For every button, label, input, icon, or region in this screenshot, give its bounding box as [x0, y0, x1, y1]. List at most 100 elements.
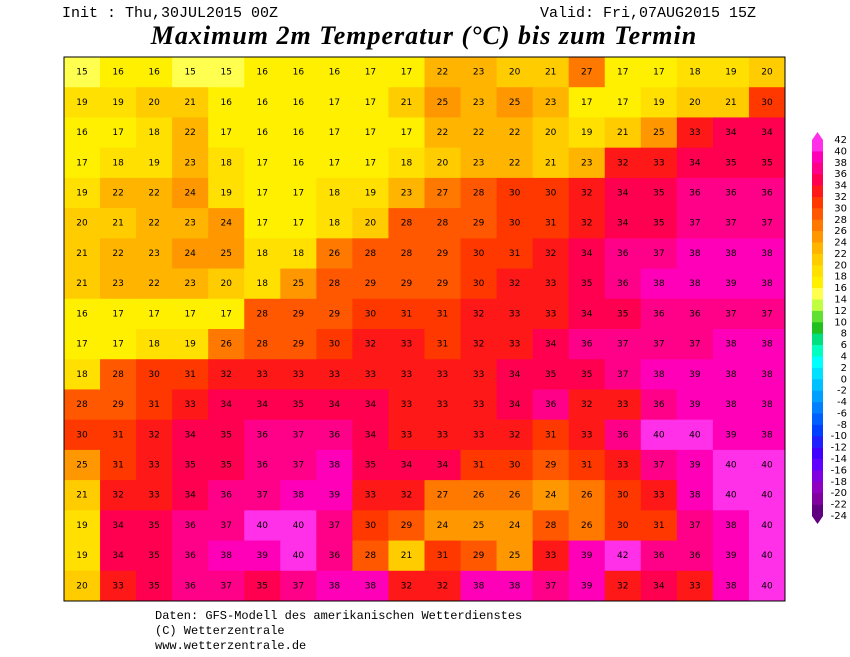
temperature-cell	[244, 268, 281, 300]
temperature-cell	[424, 510, 462, 542]
temperature-label: 37	[725, 309, 736, 319]
colorbar-swatch	[812, 231, 823, 243]
temperature-cell	[316, 268, 353, 300]
temperature-cell	[712, 389, 750, 421]
temperature-cell	[676, 419, 714, 451]
temperature-label: 22	[509, 128, 520, 138]
temperature-cell	[352, 419, 389, 451]
colorbar-tip	[812, 132, 823, 140]
temperature-cell	[604, 510, 642, 542]
temperature-cell	[712, 57, 750, 88]
temperature-label: 39	[725, 279, 737, 289]
temperature-label: 16	[293, 128, 305, 138]
temperature-cell	[640, 87, 678, 118]
temperature-cell	[64, 117, 101, 149]
temperature-label: 31	[112, 430, 123, 440]
temperature-label: 18	[257, 249, 269, 259]
temperature-label: 25	[509, 98, 520, 108]
colorbar-swatch	[812, 345, 823, 357]
temperature-label: 17	[257, 219, 268, 229]
temperature-label: 29	[473, 219, 485, 229]
temperature-cell	[172, 480, 209, 511]
temperature-label: 33	[437, 370, 448, 380]
temperature-label: 33	[653, 491, 664, 501]
temperature-label: 17	[329, 128, 340, 138]
temperature-label: 36	[220, 491, 232, 501]
temperature-label: 34	[365, 430, 377, 440]
temperature-cell	[100, 359, 137, 390]
temperature-cell	[748, 449, 786, 481]
temperature-label: 32	[401, 491, 412, 501]
temperature-label: 38	[689, 491, 701, 501]
colorbar-label: 12	[834, 306, 847, 317]
temperature-label: 34	[581, 249, 593, 259]
temperature-label: 17	[365, 158, 376, 168]
temperature-cell	[388, 147, 425, 179]
temperature-cell	[64, 298, 101, 330]
temperature-cell	[424, 540, 462, 572]
colorbar-label: -24	[831, 511, 847, 522]
temperature-cell	[712, 359, 750, 390]
temperature-cell	[712, 419, 750, 451]
temperature-cell	[244, 449, 281, 481]
temperature-label: 37	[617, 370, 628, 380]
temperature-label: 21	[76, 279, 87, 289]
temperature-label: 18	[329, 189, 341, 199]
temperature-label: 34	[184, 491, 196, 501]
temperature-cell	[676, 540, 714, 572]
temperature-cell	[64, 87, 101, 118]
colorbar-tip	[812, 516, 823, 524]
temperature-label: 28	[257, 309, 269, 319]
temperature-label: 23	[473, 158, 484, 168]
temperature-label: 23	[473, 98, 484, 108]
temperature-cell	[568, 298, 606, 330]
temperature-label: 37	[653, 461, 664, 471]
temperature-cell	[172, 208, 209, 239]
temperature-cell	[640, 419, 678, 451]
temperature-label: 17	[365, 98, 376, 108]
temperature-label: 31	[437, 551, 448, 561]
temperature-label: 16	[293, 68, 305, 78]
temperature-cell	[640, 480, 678, 511]
temperature-cell	[316, 570, 353, 602]
temperature-cell	[172, 117, 209, 149]
temperature-cell	[676, 238, 714, 270]
temperature-cell	[208, 449, 245, 481]
temperature-label: 35	[148, 551, 159, 561]
temperature-label: 20	[76, 581, 88, 591]
temperature-label: 17	[220, 309, 231, 319]
temperature-cell	[604, 359, 642, 390]
temperature-label: 33	[653, 158, 664, 168]
temperature-label: 38	[473, 581, 485, 591]
temperature-cell	[388, 419, 425, 451]
temperature-cell	[172, 359, 209, 390]
temperature-cell	[748, 238, 786, 270]
temperature-label: 17	[617, 98, 628, 108]
colorbar-swatch	[812, 288, 823, 300]
temperature-label: 36	[617, 249, 629, 259]
temperature-cell	[568, 238, 606, 270]
temperature-label: 16	[76, 309, 88, 319]
temperature-cell	[100, 147, 137, 179]
temperature-cell	[172, 57, 209, 88]
temperature-label: 34	[329, 400, 341, 410]
temperature-cell	[244, 238, 281, 270]
temperature-cell	[316, 359, 353, 390]
temperature-label: 24	[184, 249, 196, 259]
temperature-cell	[136, 268, 173, 300]
temperature-label: 28	[401, 249, 413, 259]
temperature-label: 38	[220, 551, 232, 561]
temperature-cell	[712, 147, 750, 179]
temperature-label: 32	[473, 309, 484, 319]
temperature-cell	[316, 87, 353, 118]
temperature-cell	[532, 359, 570, 390]
temperature-label: 24	[437, 521, 449, 531]
temperature-label: 32	[401, 581, 412, 591]
temperature-cell	[100, 87, 137, 118]
temperature-label: 37	[761, 309, 772, 319]
temperature-label: 36	[689, 189, 701, 199]
temperature-cell	[388, 238, 425, 270]
temperature-label: 34	[509, 370, 521, 380]
temperature-label: 39	[581, 581, 593, 591]
temperature-label: 16	[257, 98, 269, 108]
